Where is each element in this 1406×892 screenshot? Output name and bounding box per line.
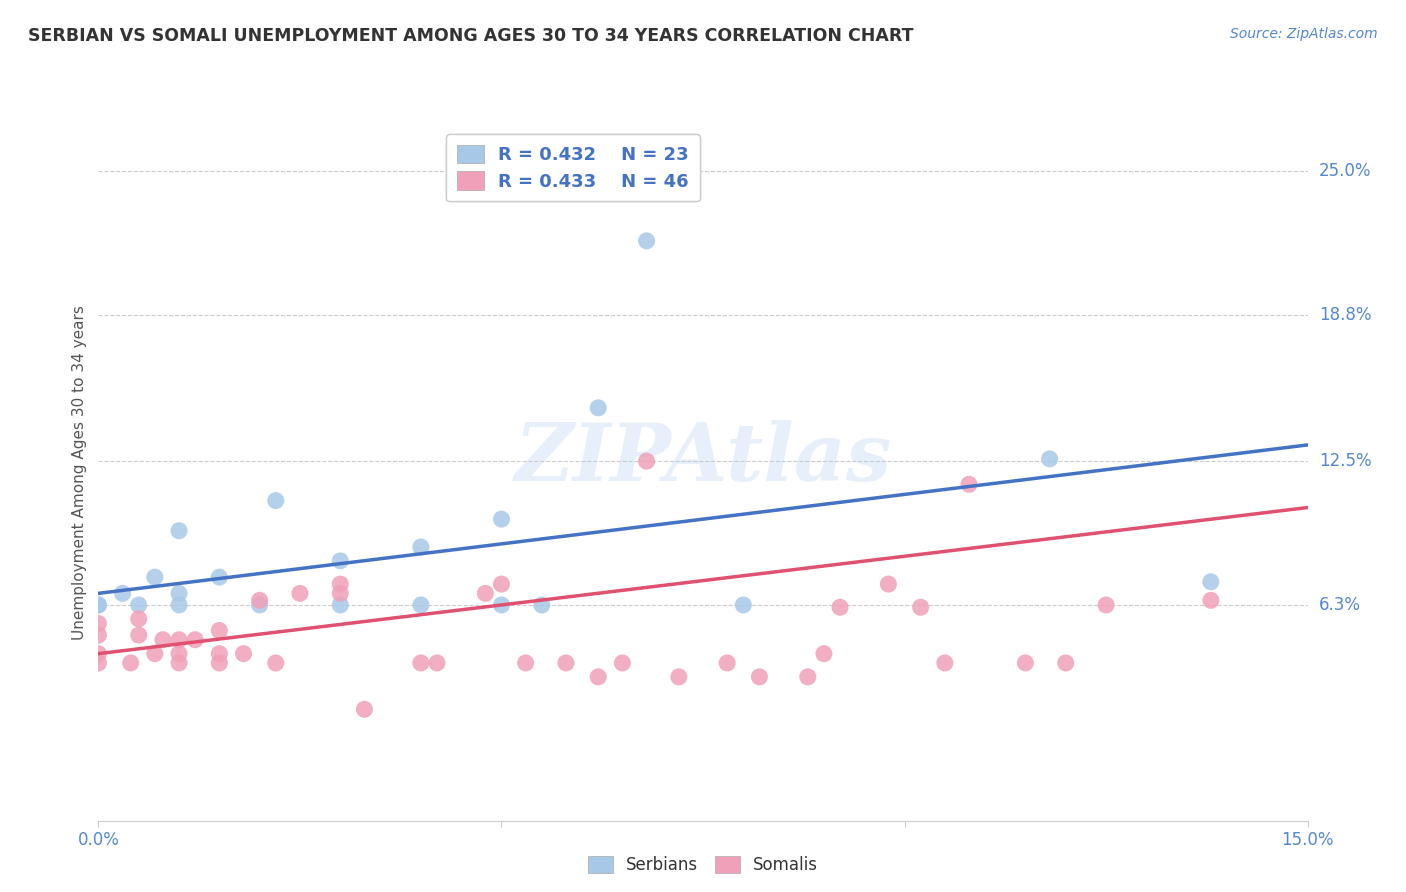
- Point: [1014, 656, 1036, 670]
- Point: [1095, 598, 1118, 612]
- Point: [167, 598, 190, 612]
- Point: [167, 524, 190, 538]
- Point: [329, 577, 352, 591]
- Point: [409, 598, 432, 612]
- Point: [167, 586, 190, 600]
- Text: 18.8%: 18.8%: [1319, 306, 1371, 324]
- Point: [636, 234, 658, 248]
- Point: [87, 656, 110, 670]
- Point: [87, 628, 110, 642]
- Point: [1199, 593, 1222, 607]
- Point: [167, 632, 190, 647]
- Point: [612, 656, 634, 670]
- Legend: Serbians, Somalis: Serbians, Somalis: [578, 846, 828, 884]
- Point: [668, 670, 690, 684]
- Point: [208, 624, 231, 638]
- Point: [167, 656, 190, 670]
- Point: [249, 593, 271, 607]
- Point: [877, 577, 900, 591]
- Point: [167, 647, 190, 661]
- Y-axis label: Unemployment Among Ages 30 to 34 years: Unemployment Among Ages 30 to 34 years: [72, 305, 87, 640]
- Point: [636, 454, 658, 468]
- Point: [87, 598, 110, 612]
- Point: [1199, 574, 1222, 589]
- Point: [1039, 451, 1062, 466]
- Point: [128, 598, 150, 612]
- Point: [329, 598, 352, 612]
- Point: [143, 647, 166, 661]
- Point: [329, 586, 352, 600]
- Point: [426, 656, 449, 670]
- Point: [208, 570, 231, 584]
- Point: [716, 656, 738, 670]
- Point: [957, 477, 980, 491]
- Text: 25.0%: 25.0%: [1319, 162, 1371, 180]
- Point: [152, 632, 174, 647]
- Point: [934, 656, 956, 670]
- Point: [208, 656, 231, 670]
- Text: ZIPAtlas: ZIPAtlas: [515, 420, 891, 498]
- Point: [87, 647, 110, 661]
- Point: [586, 401, 609, 415]
- Point: [828, 600, 851, 615]
- Point: [491, 598, 513, 612]
- Point: [329, 554, 352, 568]
- Legend: R = 0.432    N = 23, R = 0.433    N = 46: R = 0.432 N = 23, R = 0.433 N = 46: [446, 134, 700, 202]
- Point: [120, 656, 142, 670]
- Text: SERBIAN VS SOMALI UNEMPLOYMENT AMONG AGES 30 TO 34 YEARS CORRELATION CHART: SERBIAN VS SOMALI UNEMPLOYMENT AMONG AGE…: [28, 27, 914, 45]
- Point: [555, 656, 578, 670]
- Point: [530, 598, 553, 612]
- Point: [249, 598, 271, 612]
- Point: [409, 540, 432, 554]
- Point: [409, 656, 432, 670]
- Point: [87, 598, 110, 612]
- Point: [797, 670, 820, 684]
- Point: [1054, 656, 1077, 670]
- Point: [264, 493, 287, 508]
- Point: [264, 656, 287, 670]
- Point: [515, 656, 537, 670]
- Point: [232, 647, 254, 661]
- Point: [111, 586, 134, 600]
- Point: [474, 586, 496, 600]
- Point: [128, 612, 150, 626]
- Point: [491, 512, 513, 526]
- Point: [353, 702, 375, 716]
- Point: [87, 616, 110, 631]
- Point: [748, 670, 770, 684]
- Point: [733, 598, 755, 612]
- Point: [143, 570, 166, 584]
- Point: [288, 586, 311, 600]
- Point: [586, 670, 609, 684]
- Point: [910, 600, 932, 615]
- Point: [184, 632, 207, 647]
- Text: 12.5%: 12.5%: [1319, 452, 1371, 470]
- Point: [813, 647, 835, 661]
- Text: 6.3%: 6.3%: [1319, 596, 1361, 614]
- Point: [128, 628, 150, 642]
- Point: [208, 647, 231, 661]
- Text: Source: ZipAtlas.com: Source: ZipAtlas.com: [1230, 27, 1378, 41]
- Point: [491, 577, 513, 591]
